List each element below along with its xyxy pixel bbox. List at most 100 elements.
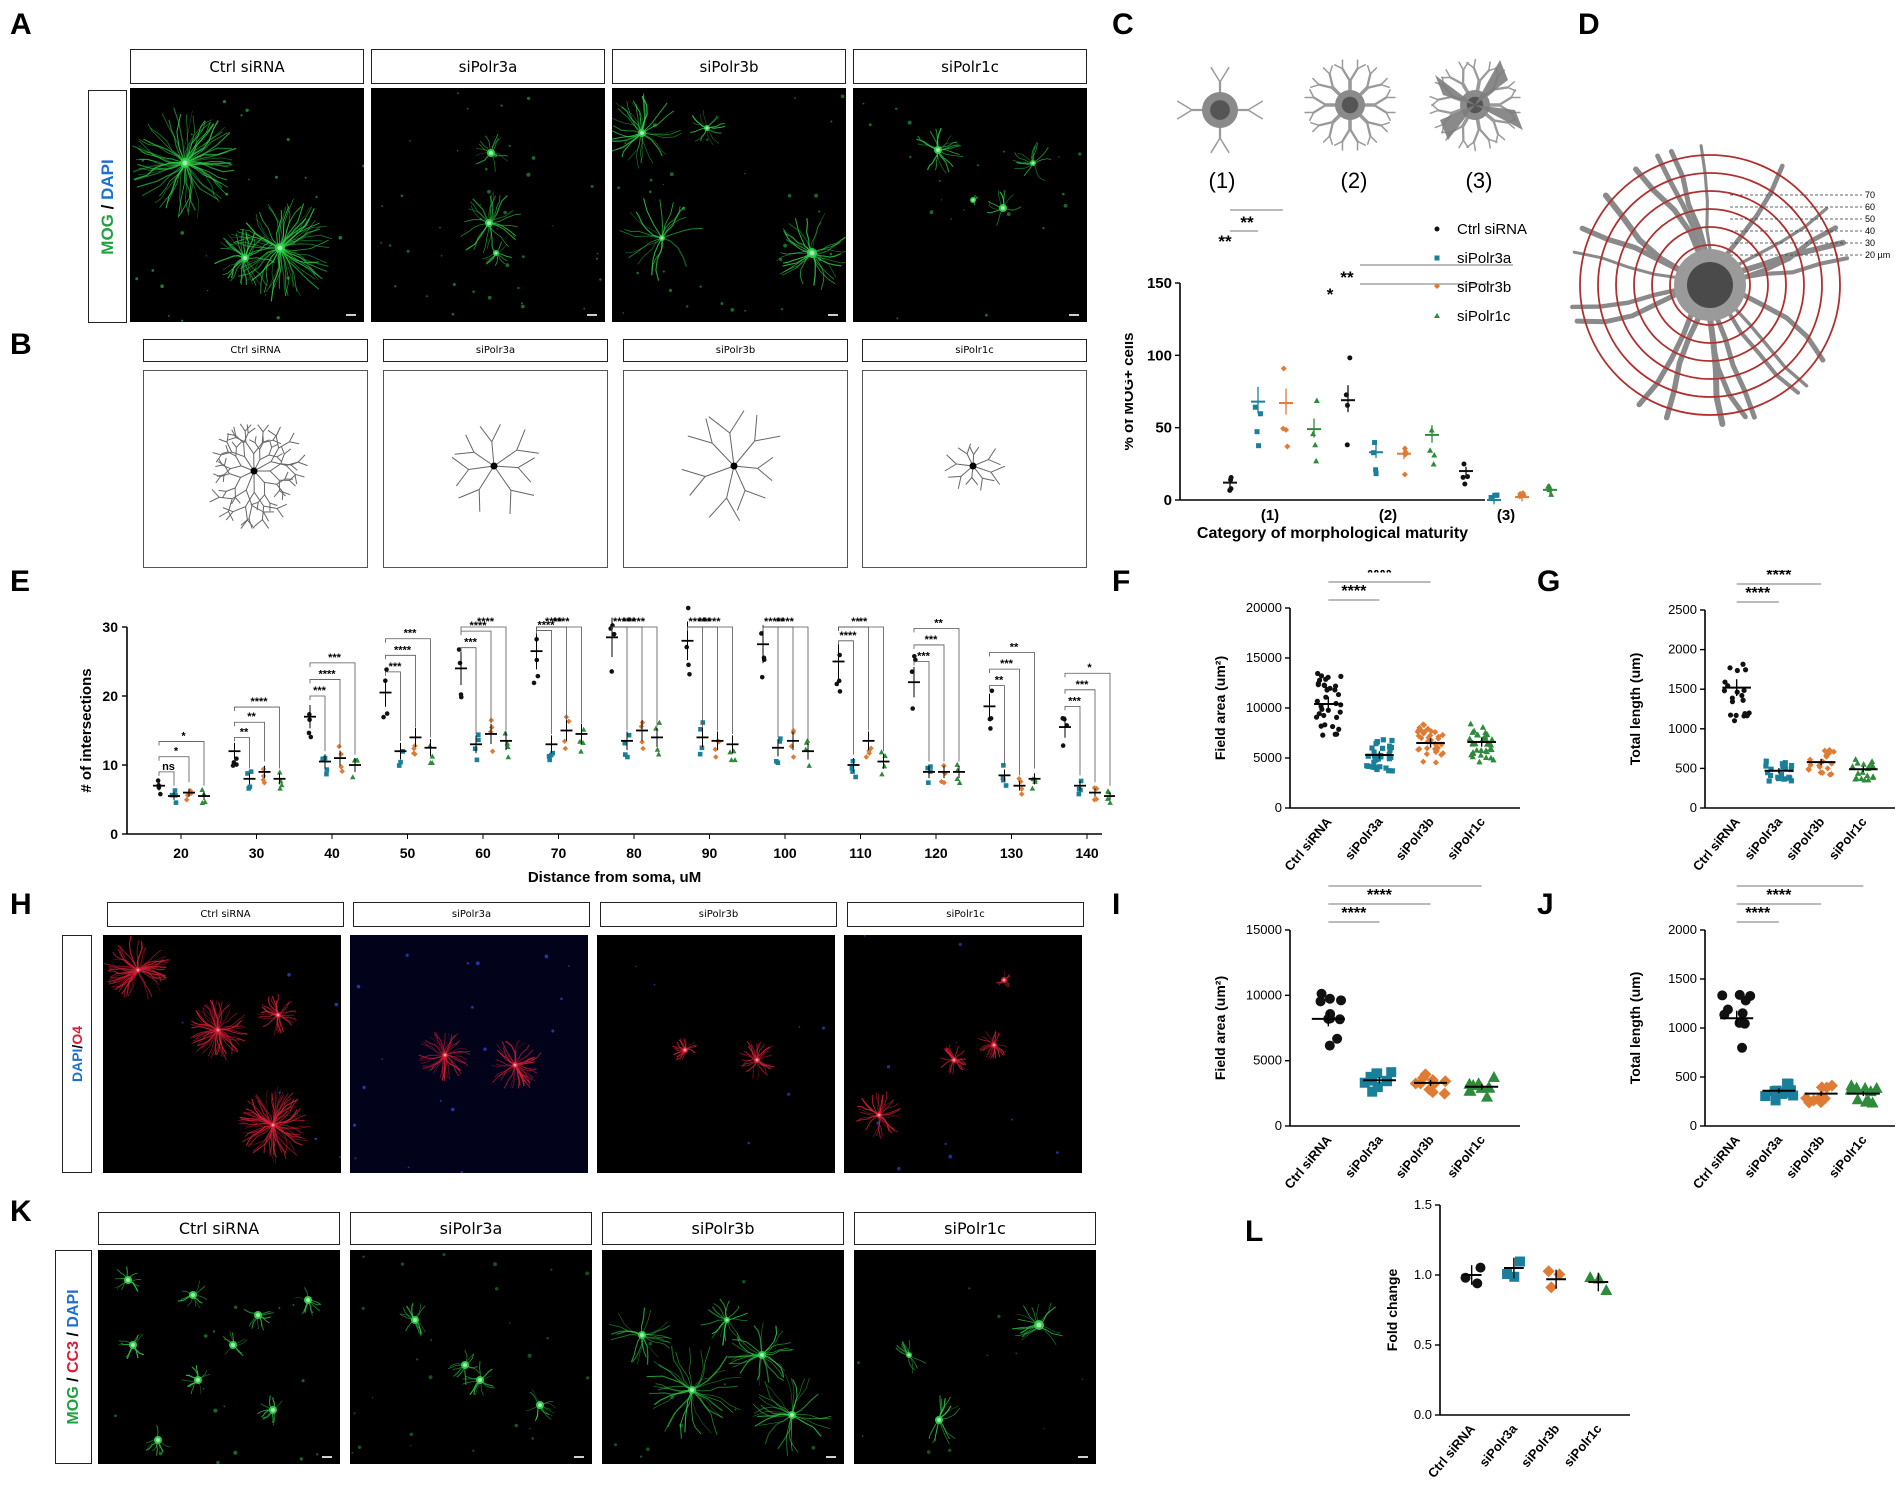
significance-bracket: [687, 626, 733, 734]
data-point: [1858, 775, 1865, 782]
neurite-segment: [288, 432, 295, 443]
cell-process: [267, 996, 279, 1016]
data-point: [928, 764, 933, 769]
neurite-segment: [468, 465, 495, 470]
neurite-segment: [219, 496, 233, 500]
significance-bracket: [913, 627, 960, 762]
y-tick-label: 20000: [1246, 600, 1282, 615]
cell-process: [192, 1024, 219, 1031]
data-point: [1386, 756, 1392, 762]
cell-process: [217, 1025, 245, 1031]
neurite-segment: [226, 433, 229, 443]
neurite-segment: [754, 415, 758, 442]
cell-process: [726, 1319, 740, 1341]
significance-label: ****: [1745, 585, 1771, 602]
neurite-segment: [705, 418, 713, 444]
neurite-segment: [235, 455, 242, 467]
significance-label: ****: [250, 696, 268, 708]
fluorescent-speck: [963, 209, 965, 211]
fluorescent-speck: [158, 1451, 163, 1456]
cell-process: [755, 1043, 759, 1061]
fluorescent-speck: [292, 1304, 295, 1306]
data-point: [1310, 430, 1317, 437]
data-point: [1373, 471, 1379, 477]
fluorescent-speck: [679, 1423, 684, 1428]
significance-label: ****: [1766, 887, 1792, 904]
data-point: [730, 748, 737, 754]
cell-process: [855, 1114, 880, 1122]
neurite-segment: [253, 519, 263, 527]
neurite-segment: [247, 427, 256, 434]
data-point: [1338, 673, 1344, 679]
significance-label: ****: [764, 616, 782, 628]
data-point: [698, 726, 703, 732]
cell-process: [641, 1334, 649, 1365]
y-axis-label: % of MOG+ cells: [1125, 333, 1137, 451]
cell-process: [279, 208, 315, 249]
neurite-tracing: [451, 424, 539, 515]
data-point: [1365, 753, 1371, 759]
cell: [996, 970, 1011, 988]
data-point: [1487, 1071, 1500, 1083]
x-tick-label: 60: [475, 845, 491, 861]
data-point: [548, 752, 554, 758]
cell-process: [938, 1407, 961, 1421]
data-point: [1284, 443, 1291, 450]
cell-process: [137, 969, 149, 1000]
neurite-segment: [222, 464, 231, 470]
fluorescent-speck: [472, 1449, 475, 1452]
fluorescent-speck: [314, 1137, 318, 1141]
header-k-sipolr3a: siPolr3a: [350, 1212, 592, 1245]
fluorescent-speck: [614, 1443, 617, 1447]
cell-process: [661, 227, 703, 239]
data-point: [1548, 491, 1555, 497]
fluorescent-speck: [526, 96, 531, 101]
data-point: [1783, 1078, 1794, 1089]
cell-process: [641, 110, 675, 134]
neurite-segment: [729, 410, 745, 434]
fluorescent-speck: [278, 1091, 281, 1094]
fluorescent-speck: [814, 193, 818, 198]
cell-process: [691, 1355, 728, 1391]
significance-label: ****: [469, 620, 487, 632]
data-point: [1377, 764, 1383, 770]
significance-label: ***: [1076, 679, 1090, 691]
data-point: [1476, 758, 1483, 765]
neurite-segment: [240, 518, 250, 526]
fluorescent-speck: [668, 288, 673, 293]
cell-process: [488, 195, 497, 224]
data-point: [1389, 768, 1395, 774]
data-point: [1315, 996, 1326, 1007]
cell: [178, 1280, 207, 1309]
data-point: [1869, 773, 1877, 779]
data-point: [1820, 1081, 1833, 1094]
process: [1472, 66, 1481, 83]
data-point: [699, 745, 705, 751]
cell-body-highlight: [907, 1353, 911, 1357]
fluorescent-speck: [744, 309, 746, 312]
cell-process: [640, 1307, 645, 1336]
scale-bar: [587, 314, 597, 316]
data-point: [1854, 770, 1862, 776]
fluorescent-speck: [526, 172, 531, 177]
cell-process: [242, 257, 248, 285]
soma-dot: [490, 462, 498, 470]
cell-process: [784, 1374, 793, 1416]
cell-process: [267, 204, 281, 249]
significance-label: *: [181, 731, 186, 743]
neurite-segment: [509, 490, 512, 515]
fluorescent-speck: [114, 1414, 117, 1418]
data-point: [687, 672, 692, 677]
data-point: [1257, 411, 1263, 417]
fluorescent-speck: [388, 244, 392, 247]
cell-process: [491, 1064, 516, 1083]
data-point: [1280, 365, 1287, 372]
fluorescent-speck: [509, 1322, 511, 1324]
x-tick-label: (3): [1497, 507, 1515, 524]
cell-process: [217, 1029, 246, 1042]
neurite-segment: [757, 468, 773, 481]
neurite-segment: [231, 451, 245, 458]
fluorescent-speck: [794, 97, 796, 99]
cell-process: [117, 948, 139, 971]
y-tick-label: 10: [102, 757, 118, 773]
